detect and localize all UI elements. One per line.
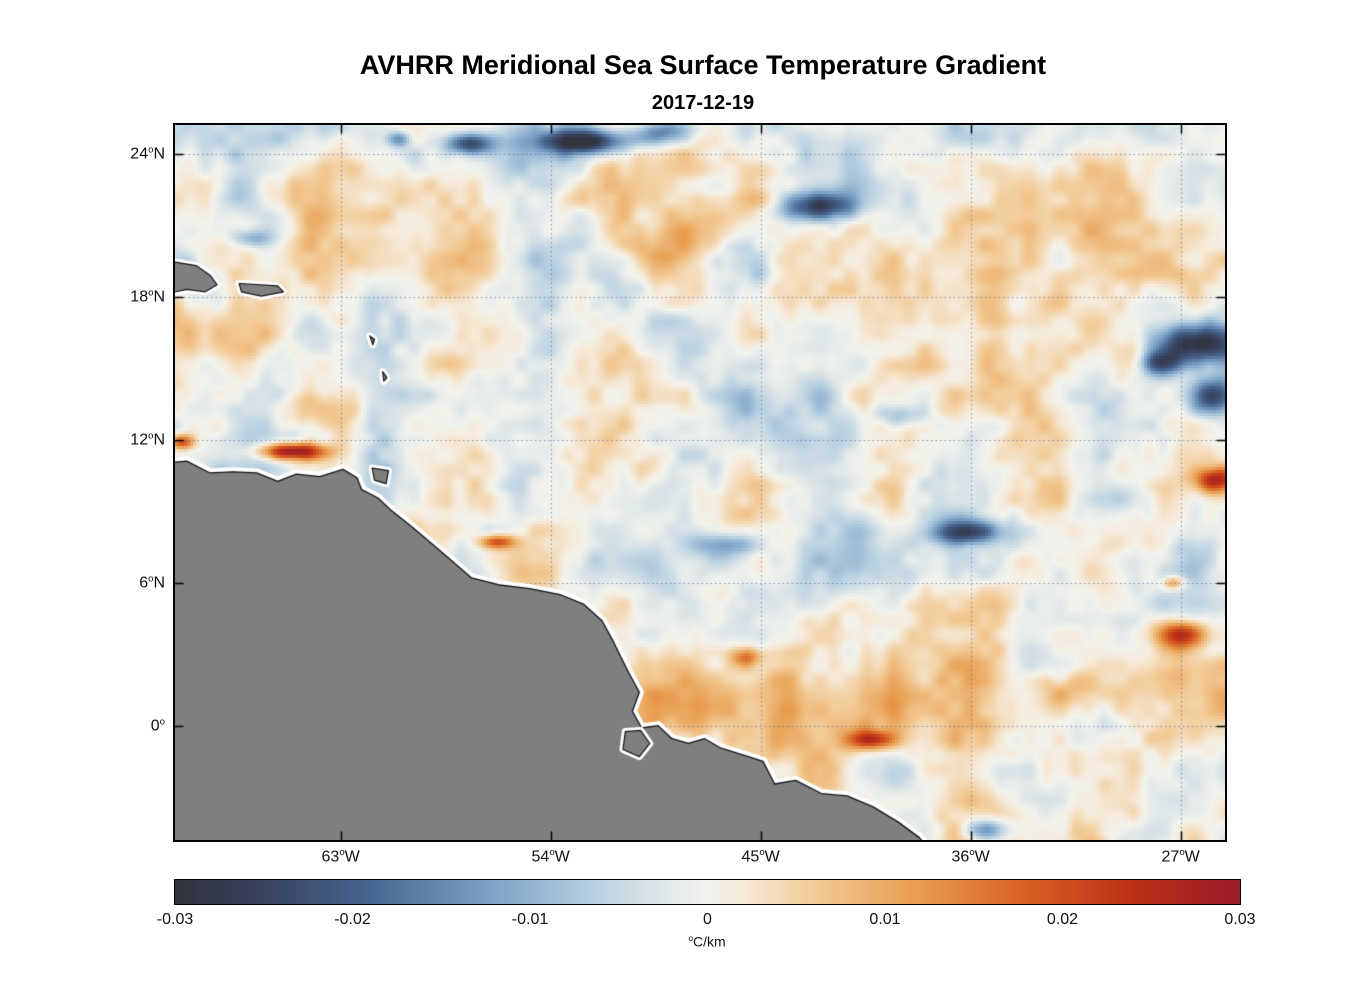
colorbar-tick-label: -0.01 <box>511 911 549 928</box>
map-plot-area <box>173 123 1227 842</box>
colorbar-tick-label: 0.02 <box>1046 911 1079 928</box>
x-tick-label: 54oW <box>531 847 570 866</box>
colorbar-gradient-canvas <box>175 880 1240 904</box>
y-tick-label: 0o <box>150 715 165 735</box>
x-tick-label: 63oW <box>321 847 360 866</box>
colorbar-tick-label: -0.02 <box>334 911 371 928</box>
colorbar-tick-label: 0.01 <box>869 911 901 928</box>
colorbar-tick-label: 0.03 <box>1224 911 1256 928</box>
y-tick-label: 6oN <box>139 572 165 592</box>
y-tick-label: 24oN <box>130 143 165 163</box>
y-tick-label: 18oN <box>130 286 165 306</box>
colorbar-tick-label: -0.03 <box>156 911 194 928</box>
sst-gradient-map-canvas <box>175 125 1225 840</box>
chart-title: AVHRR Meridional Sea Surface Temperature… <box>359 50 1047 80</box>
y-tick-label: 12oN <box>130 429 165 449</box>
x-tick-label: 45oW <box>741 847 780 866</box>
colorbar-gradient-frame <box>174 879 1241 905</box>
colorbar-unit-label: oC/km <box>688 933 726 950</box>
chart-subtitle: 2017-12-19 <box>651 92 755 114</box>
colorbar-tick-label: 0 <box>703 911 712 928</box>
x-tick-label: 27oW <box>1161 847 1200 866</box>
x-tick-label: 36oW <box>951 847 990 866</box>
